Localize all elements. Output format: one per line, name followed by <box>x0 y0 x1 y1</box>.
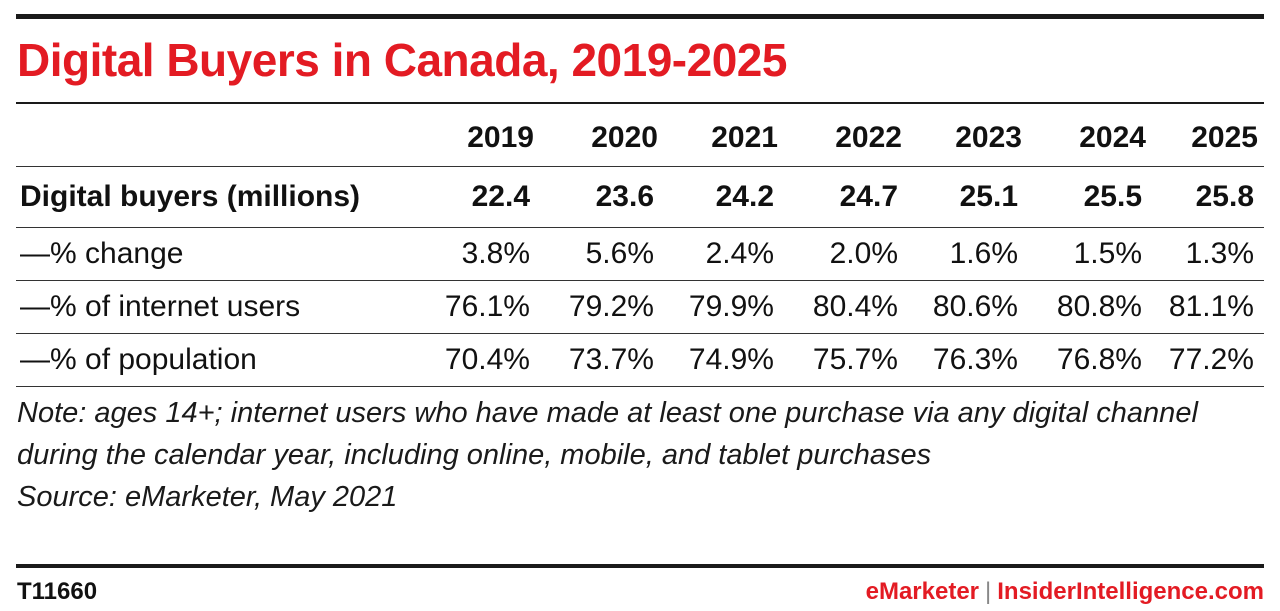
table-cell: 70.4% <box>444 343 530 376</box>
table-cell: 1.6% <box>949 237 1018 270</box>
row-label: —% of internet users <box>20 290 301 323</box>
note-text: Note: ages 14+; internet users who have … <box>17 397 1198 471</box>
table-row-percent-internet-users: —% of internet users 76.1% 79.2% 79.9% 8… <box>16 280 1264 334</box>
row-label: —% of population <box>20 343 257 376</box>
table-cell: 22.4 <box>471 180 530 213</box>
table-cell: 3.8% <box>461 237 530 270</box>
header-year: 2019 <box>467 121 534 154</box>
table-cell: 5.6% <box>585 237 654 270</box>
table-cell: 75.7% <box>812 343 898 376</box>
chart-title: Digital Buyers in Canada, 2019-2025 <box>17 34 787 86</box>
header-label-cell <box>16 110 420 167</box>
table-cell: 76.1% <box>444 290 530 323</box>
table-cell: 2.0% <box>829 237 898 270</box>
header-year: 2021 <box>711 121 778 154</box>
top-rule <box>16 14 1264 19</box>
table-cell: 23.6 <box>595 180 654 213</box>
header-row: 2019 2020 2021 2022 2023 2024 2025 <box>16 110 1264 167</box>
footer-brand: eMarketer | InsiderIntelligence.com <box>866 578 1264 606</box>
table-cell: 1.3% <box>1185 237 1254 270</box>
brand-emarketer: eMarketer <box>865 578 980 605</box>
header-year: 2022 <box>835 121 902 154</box>
table-row-percent-change: —% change 3.8% 5.6% 2.4% 2.0% 1.6% 1.5% … <box>16 227 1264 281</box>
table-cell: 80.4% <box>812 290 898 323</box>
table-cell: 24.7 <box>839 180 898 213</box>
chart-note: Note: ages 14+; internet users who have … <box>17 392 1247 518</box>
table-cell: 81.1% <box>1168 290 1254 323</box>
table-cell: 76.3% <box>932 343 1018 376</box>
table-cell: 73.7% <box>568 343 654 376</box>
table-cell: 2.4% <box>705 237 774 270</box>
table-cell: 24.2 <box>715 180 774 213</box>
header-year: 2025 <box>1191 121 1258 154</box>
table-row-digital-buyers: Digital buyers (millions) 22.4 23.6 24.2… <box>16 166 1264 228</box>
table-cell: 76.8% <box>1056 343 1142 376</box>
table-cell: 80.8% <box>1056 290 1142 323</box>
table-cell: 25.5 <box>1083 180 1142 213</box>
table-cell: 74.9% <box>688 343 774 376</box>
source-text: Source: eMarketer, May 2021 <box>17 481 398 513</box>
header-year: 2024 <box>1079 121 1146 154</box>
table-cell: 79.2% <box>568 290 654 323</box>
row-label: —% change <box>20 237 184 270</box>
data-table: 2019 2020 2021 2022 2023 2024 2025 Digit… <box>16 110 1264 387</box>
table-cell: 80.6% <box>932 290 1018 323</box>
table-cell: 77.2% <box>1168 343 1254 376</box>
table-cell: 25.1 <box>959 180 1018 213</box>
chart-id: T11660 <box>17 578 98 605</box>
brand-separator: | <box>985 578 992 605</box>
title-rule <box>16 102 1264 104</box>
table-row-percent-population: —% of population 70.4% 73.7% 74.9% 75.7%… <box>16 333 1264 387</box>
row-label: Digital buyers (millions) <box>20 180 361 213</box>
table-cell: 25.8 <box>1195 180 1254 213</box>
header-year: 2023 <box>955 121 1022 154</box>
table-cell: 79.9% <box>688 290 774 323</box>
brand-insider-intelligence: InsiderIntelligence.com <box>997 578 1264 605</box>
table-cell: 1.5% <box>1073 237 1142 270</box>
header-year: 2020 <box>591 121 658 154</box>
bottom-rule <box>16 564 1264 568</box>
